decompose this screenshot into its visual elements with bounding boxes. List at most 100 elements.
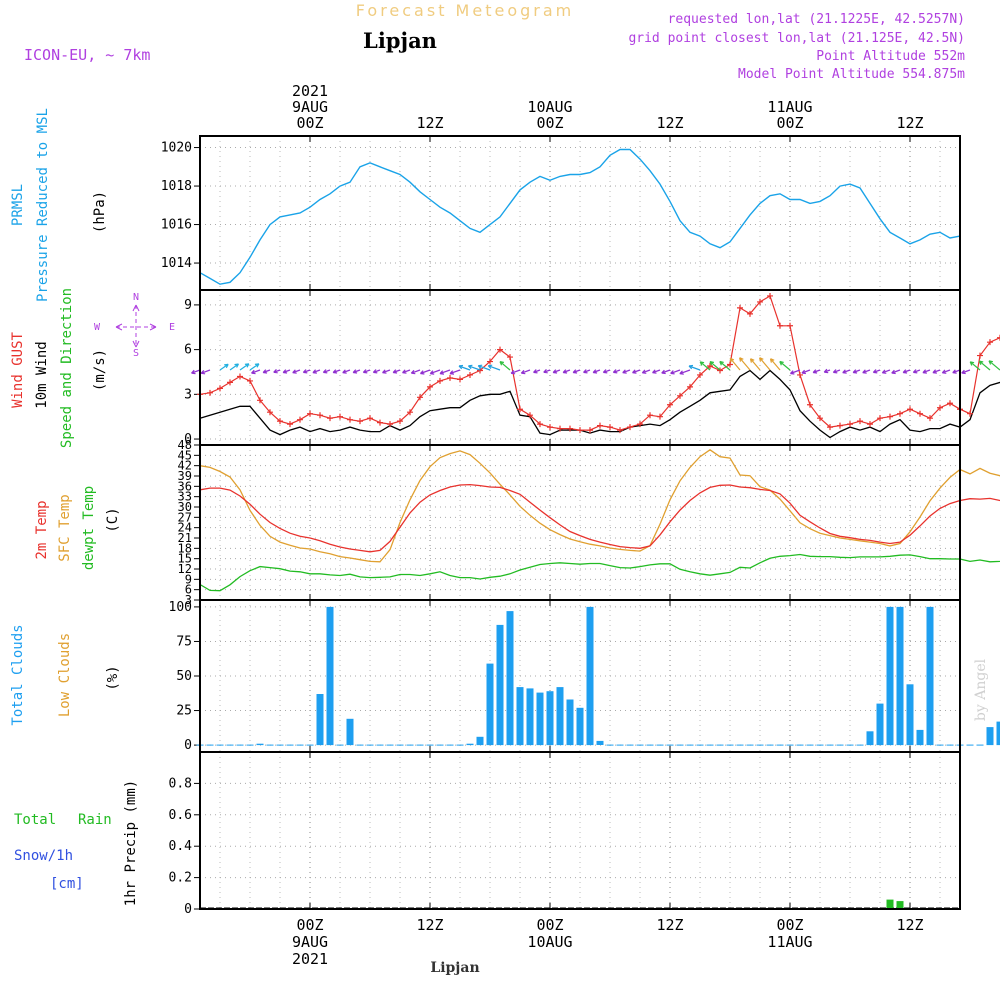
y-tick-label: 25 [176,704,192,719]
gust-marker [617,427,623,434]
top-time-label: 00Z [296,114,323,132]
snow-label: Snow/1h [14,848,73,864]
wind-arrow [891,369,901,375]
total-cloud-bar [876,703,884,746]
wind-arrow [219,363,229,371]
wind-arrow [812,369,821,374]
y-tick-label: 9 [184,298,192,313]
wind-arrow [543,368,551,374]
compass-s: S [133,348,139,359]
y-tick-label: 0 [184,432,192,447]
y-tick-label: 6 [184,343,192,358]
y-tick-label: 15 [178,552,192,566]
cm-label: [cm] [50,876,84,892]
gust-marker [807,401,813,408]
wind-arrow [912,369,921,374]
y-tick-label: 24 [178,521,192,535]
total-cloud-bar [566,699,574,746]
gust-marker [327,415,333,422]
gust-marker [927,415,933,422]
wind-arrow [881,369,891,374]
point-altitude: Point Altitude 552m [816,49,965,64]
gust-marker [407,409,413,416]
y-tick-label: 0.2 [169,871,192,886]
gust-marker [457,376,463,383]
y-tick-label: 0.4 [169,839,193,854]
low-clouds-label: Low Clouds [57,633,73,717]
total-cloud-bar [516,687,524,746]
wind-arrow [592,369,601,374]
total-cloud-bar [986,727,994,746]
temp2m-label: 2m Temp [34,500,50,559]
total-cloud-bar [926,606,934,746]
wind-arrow [842,369,851,374]
gust-marker [267,409,273,416]
celsius-unit-label: (C) [105,507,121,532]
wind-arrow [583,369,591,374]
gust-marker [437,377,443,384]
wind-arrow [262,369,271,374]
prmsl-line [199,148,961,285]
gust-marker [997,334,1000,341]
gust-marker [427,383,433,390]
total-label: Total [14,812,56,828]
wind-arrow [352,369,361,374]
gust-marker [717,367,723,374]
top-time-label: 2021 [292,82,328,100]
wind-arrow [477,364,491,371]
wind-arrow [872,369,881,374]
y-tick-label: 36 [178,479,192,493]
gust-marker [987,339,993,346]
total-cloud-bar [506,611,514,746]
model-label: ICON-EU, ~ 7km [24,46,150,64]
gust-marker [577,427,583,434]
gust-marker [707,363,713,370]
total-cloud-bar [326,606,334,746]
bottom-time-label: 00Z [296,916,323,934]
top-time-label: 11AUG [767,98,812,116]
wind-arrow [510,369,521,375]
gust-marker [907,406,913,413]
gust-marker [937,404,943,411]
y-tick-label: 9 [185,572,192,586]
y-tick-label: 0.8 [169,776,192,791]
wind-speed-dir-label: Speed and Direction [59,288,75,448]
requested-coords: requested lon,lat (21.1225E, 42.5257N) [668,12,965,27]
top-time-label: 00Z [536,114,563,132]
wind-arrow [670,369,681,375]
compass-w: W [94,322,101,333]
wind-arrow [239,363,250,371]
panel-prmsl: 1014 1016 1018 1020 [161,135,961,291]
total-cloud-bar [916,729,924,746]
wind-arrow [191,369,201,375]
wind-arrow [602,369,611,374]
gust-marker [347,416,353,423]
y-tick-label: 3 [185,593,192,607]
gust-marker [847,421,853,428]
gust-marker [917,410,923,417]
gust-marker [297,416,303,423]
wind-arrow [862,369,871,374]
wind-arrow [749,358,761,371]
gust-marker [607,424,613,431]
wind-arrow [402,369,411,374]
gust-marker [417,394,423,401]
y-tick-label: 45 [178,448,192,462]
gust-marker [827,424,833,431]
gust-marker [817,415,823,422]
gust-marker [487,358,493,365]
temp-labels: 2m Temp SFC Temp dewpt Temp (C) [34,486,121,570]
compass-n: N [133,292,139,303]
gust-marker [377,419,383,426]
gust-marker [777,322,783,329]
total-cloud-bar [546,691,554,746]
panel-1hr-precip: 0 0.2 0.4 0.6 0.8 [169,751,961,917]
gust-marker [977,352,983,359]
panel-frame [199,289,961,446]
y-tick-label: 1014 [161,256,192,271]
y-tick-label: 18 [178,541,192,555]
total-cloud-bar [346,718,354,746]
total-clouds-label: Total Clouds [10,624,26,725]
gust-marker [557,425,563,432]
